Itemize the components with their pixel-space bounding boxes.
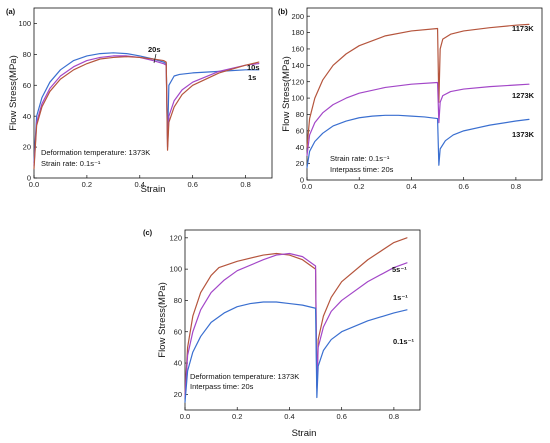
panel-c-label: (c) <box>143 228 153 237</box>
panel-b-ytick-label-4: 80 <box>296 110 304 119</box>
panel-c-xtick-label-2: 0.4 <box>284 412 294 421</box>
panel-c-series-line-2 <box>184 301 408 403</box>
panel-a-label-pointer <box>153 53 157 64</box>
panel-c-annotation-1: Deformation temperature: 1373K <box>190 372 299 381</box>
panel-c-series-line-0 <box>184 237 408 395</box>
panel-b-series-line-1 <box>306 81 530 157</box>
panel-b-xtick-label-2: 0.4 <box>406 182 416 191</box>
panel-c-ytick-label-5: 120 <box>169 233 182 242</box>
panel-a-ytick-label-4: 80 <box>23 50 31 59</box>
panel-a-ytick-label-3: 60 <box>23 81 31 90</box>
panel-a-ytick-label-1: 20 <box>23 143 31 152</box>
panel-a-series-line-1 <box>33 55 260 167</box>
panel-b-ytick-label-3: 60 <box>296 126 304 135</box>
panel-b-ytick-label-2: 40 <box>296 143 304 152</box>
panel-c-xtick-label-3: 0.6 <box>336 412 346 421</box>
panel-c: (c) 0.0 0.2 0.4 0.6 0.8 20 40 60 80 100 120 Strain… <box>143 228 421 439</box>
panel-c-xtick-label-4: 0.8 <box>389 412 399 421</box>
panel-b-frame <box>306 7 543 181</box>
panel-a-xtick-label-3: 0.6 <box>187 180 197 189</box>
panel-a-ytick-label-2: 40 <box>23 112 31 121</box>
panel-b-annotation-1: Strain rate: 0.1s⁻¹ <box>330 154 390 163</box>
panel-a-annotation-2: Strain rate: 0.1s⁻¹ <box>41 159 101 168</box>
panel-b-ylabel: Flow Stress(MPa) <box>281 56 292 131</box>
panel-b-ytick-label-5: 100 <box>291 94 304 103</box>
panel-c-series-label-5s: 5s⁻¹ <box>392 265 407 274</box>
panel-b-lines <box>306 23 530 169</box>
panel-c-annotation-2: Interpass time: 20s <box>190 382 254 391</box>
panel-c-ytick-label-4: 100 <box>169 265 182 274</box>
panel-b-annotation-2: Interpass time: 20s <box>330 165 394 174</box>
panel-a-xtick-label-4: 0.8 <box>240 180 250 189</box>
panel-b-label: (b) <box>278 7 288 16</box>
panel-a-xtick-label-2: 0.4 <box>135 180 145 189</box>
panel-a-ytick-label-0: 0 <box>27 174 31 183</box>
panel-b-ytick-label-0: 0 <box>300 176 304 185</box>
panel-a-xlabel: Strain <box>141 184 166 195</box>
panel-b-xtick-label-3: 0.6 <box>458 182 468 191</box>
panel-c-xtick-label-0: 0.0 <box>180 412 190 421</box>
panel-a-xtick-label-0: 0.0 <box>29 180 39 189</box>
panel-c-ylabel: Flow Stress(MPa) <box>157 282 168 357</box>
panel-b-ytick-label-8: 160 <box>291 45 304 54</box>
panel-a-annotation-1: Deformation temperature: 1373K <box>41 148 150 157</box>
panel-a-series-line-0 <box>33 52 260 164</box>
panel-a-ytick-label-5: 100 <box>18 19 31 28</box>
panel-b-series-line-0 <box>306 23 530 148</box>
panel-c-axes: 0.0 0.2 0.4 0.6 0.8 20 40 60 80 100 120 <box>169 233 399 421</box>
panel-b-series-line-2 <box>306 114 530 169</box>
panel-a-xtick-label-1: 0.2 <box>82 180 92 189</box>
panel-b-xtick-label-1: 0.2 <box>354 182 364 191</box>
panel-b-ytick-label-1: 20 <box>296 159 304 168</box>
panel-a-series-label-20s: 20s <box>148 45 161 54</box>
panel-c-ytick-label-1: 40 <box>174 359 182 368</box>
panel-a-lines <box>33 52 260 170</box>
panel-b-series-label-1173k: 1173K <box>512 24 534 33</box>
panel-c-series-line-1 <box>184 252 408 399</box>
panel-a-label: (a) <box>6 7 16 16</box>
panel-c-xtick-label-1: 0.2 <box>232 412 242 421</box>
panel-c-ytick-label-3: 80 <box>174 296 182 305</box>
panel-a-axes: 0.0 0.2 0.4 0.6 0.8 0 20 40 60 80 100 <box>18 19 250 189</box>
panel-b-xtick-label-0: 0.0 <box>302 182 312 191</box>
panel-b-ytick-label-6: 120 <box>291 77 304 86</box>
panel-c-frame <box>184 229 421 411</box>
panel-b-xtick-label-4: 0.8 <box>511 182 521 191</box>
panel-b-series-label-1373k: 1373K <box>512 130 535 139</box>
panel-b-ytick-label-9: 180 <box>291 28 304 37</box>
panel-a-series-line-2 <box>33 56 260 170</box>
panel-a-series-label-10s: 10s <box>247 63 260 72</box>
panel-b-series-label-1273k: 1273K <box>512 91 535 100</box>
panel-b-ytick-label-10: 200 <box>291 12 304 21</box>
panel-c-series-label-1s: 1s⁻¹ <box>393 293 408 302</box>
panel-c-ytick-label-2: 60 <box>174 327 182 336</box>
panel-a-frame <box>33 7 273 179</box>
panel-c-series-label-0-1s: 0.1s⁻¹ <box>393 337 415 346</box>
panel-b-ytick-label-7: 140 <box>291 61 304 70</box>
panel-a-ylabel: Flow Stress(MPa) <box>8 55 19 130</box>
panel-b: (b) 0.0 0.2 0.4 0.6 0.8 0 20 40 60 80 100 120 140 160… <box>278 7 543 191</box>
panel-c-lines <box>184 237 408 403</box>
panel-b-axes: 0.0 0.2 0.4 0.6 0.8 0 20 40 60 80 100 120 140 160 180 2… <box>291 12 521 191</box>
panel-a: (a) 0.0 0.2 0.4 0.6 0.8 0 20 40 60 80 100 Strain F… <box>6 7 273 195</box>
panel-c-xlabel: Strain <box>292 428 317 439</box>
panel-a-series-label-1s: 1s <box>248 73 256 82</box>
panel-c-ytick-label-0: 20 <box>174 390 182 399</box>
